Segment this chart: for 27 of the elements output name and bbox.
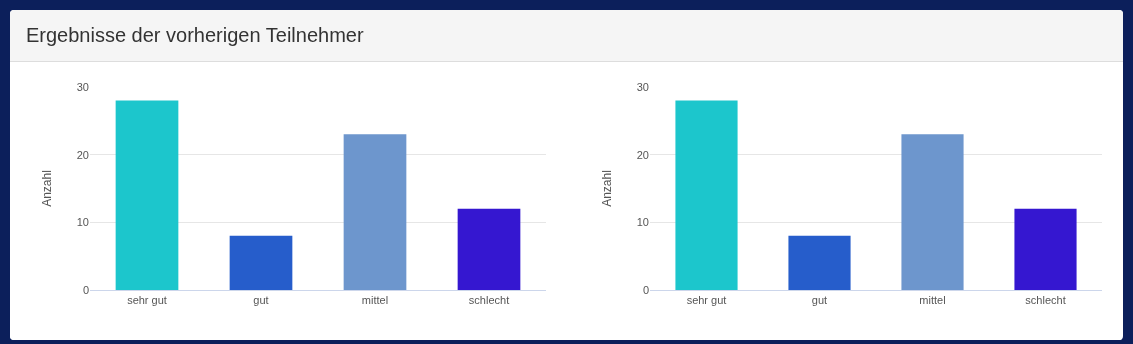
y-tick-label: 30 [636, 80, 649, 93]
x-tick-label: gut [253, 294, 269, 307]
x-tick-label: mittel [361, 294, 389, 307]
bar [343, 134, 407, 290]
y-axis-title: Anzahl [600, 170, 615, 207]
bar [115, 100, 179, 290]
y-tick-label: 10 [76, 216, 89, 229]
y-tick-label: 0 [642, 283, 649, 296]
bar [457, 208, 521, 290]
x-tick-label: gut [811, 294, 828, 307]
y-tick-label: 0 [82, 283, 89, 296]
y-tick-label: 30 [76, 80, 89, 93]
y-tick-label: 20 [636, 148, 649, 161]
bar [1014, 208, 1077, 290]
bar [675, 100, 738, 290]
x-tick-label: schlecht [468, 294, 510, 307]
x-tick-label: schlecht [1025, 294, 1066, 307]
bar [788, 235, 851, 290]
bar [229, 235, 293, 290]
chart-title: Ergebnisse der vorherigen Teilnehmer [10, 10, 1123, 62]
y-tick-label: 20 [76, 148, 89, 161]
y-axis-title: Anzahl [40, 170, 55, 207]
bar [901, 134, 964, 290]
x-tick-label: sehr gut [686, 294, 727, 307]
y-tick-label: 10 [636, 216, 649, 229]
x-tick-label: sehr gut [127, 294, 167, 307]
x-tick-label: mittel [919, 294, 946, 307]
